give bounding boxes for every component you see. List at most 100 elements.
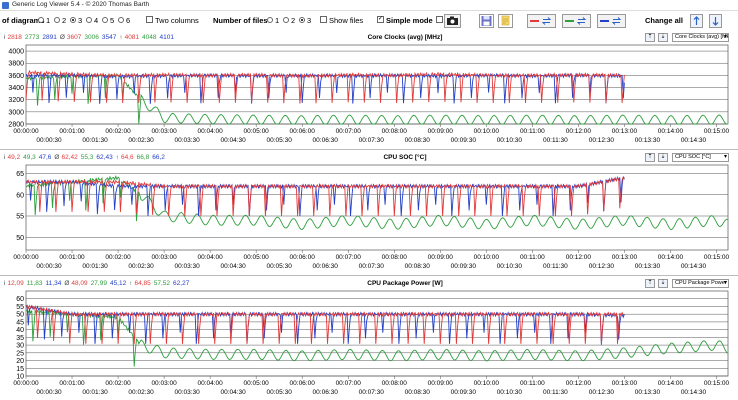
two-columns-label: Two columns [155,16,199,25]
x-tick-label: 00:09:00 [428,380,454,387]
y-tick-label: 30 [16,343,24,350]
x-tick-label: 00:08:30 [405,137,431,144]
x-tick-label: 00:08:30 [405,263,431,270]
x-tick-label: 00:07:00 [336,128,362,135]
series-line-0 [25,176,625,217]
stat-label: ↑ [115,154,119,161]
scroll-down-button[interactable]: ⇣ [658,33,668,42]
x-tick-label: 00:13:00 [612,254,638,261]
x-tick-label: 00:11:00 [520,128,545,135]
stat-value: 12,09 [7,280,24,287]
change-all-down-button[interactable] [709,14,722,28]
diagrams-radio-5[interactable] [102,17,108,23]
chart-panel-cpu-soc: 50 55 60 65 00:00:00 00:01:00 00:02:00 00:03:00… [0,151,738,274]
diagrams-option-label: 5 [110,16,115,25]
chart-title: Core Clocks (avg) [MHz] [367,34,443,41]
x-tick-label: 00:13:00 [612,380,638,387]
x-tick-label: 00:06:30 [313,389,339,396]
x-tick-label: 00:04:00 [197,128,223,135]
x-tick-label: 00:14:30 [681,389,707,396]
blue-file-swap-button[interactable] [597,14,626,28]
diagrams-option-label: 1 [46,16,51,25]
scroll-up-button[interactable]: ⇡ [645,279,655,288]
save-button[interactable] [479,14,494,28]
diagrams-radio-4[interactable] [86,17,92,23]
diagrams-radio-2[interactable] [54,17,60,23]
x-tick-label: 00:08:00 [382,128,408,135]
stat-value: 3006 [84,34,99,41]
y-tick-label: 45 [16,319,24,326]
files-radio-3[interactable] [299,17,305,23]
x-tick-label: 00:07:30 [359,137,385,144]
y-tick-label: 65 [16,171,24,178]
screenshot-checkbox[interactable] [436,16,443,23]
x-tick-label: 00:03:00 [151,380,177,387]
x-tick-label: 00:00:00 [13,380,39,387]
x-tick-label: 00:13:30 [635,263,661,270]
series-line-2 [25,176,625,217]
scroll-down-button[interactable]: ⇣ [658,279,668,288]
scroll-up-button[interactable]: ⇡ [645,153,655,162]
diagrams-radio-1[interactable] [38,17,44,23]
x-tick-label: 00:05:30 [267,389,293,396]
x-tick-label: 00:15:00 [704,254,730,261]
stat-value: 57,52 [153,280,171,287]
files-option-label: 1 [275,16,280,25]
open-file-button[interactable] [498,14,513,28]
window-title: Generic Log Viewer 5.4 - © 2020 Thomas B… [12,1,150,8]
stat-value: 2818 [7,34,22,41]
stat-value: 2891 [42,34,57,41]
x-tick-label: 00:08:00 [382,254,408,261]
x-tick-label: 00:07:30 [359,389,385,396]
camera-button[interactable] [444,14,461,28]
chart-panel-cpu-package-power: 10 15 20 25 30 35 40 45 50 55 60 00:00:00 00:01:00 00… [0,277,738,400]
plot-area [25,290,729,377]
x-tick-label: 00:10:00 [474,380,500,387]
stat-value: 49,2 [7,154,21,161]
y-tick-label: 60 [16,296,24,303]
simple-mode-checkbox[interactable]: ✓ [377,16,384,23]
metric-select[interactable]: CPU SOC [°C] [672,153,729,162]
x-tick-label: 00:06:00 [290,128,316,135]
x-tick-label: 00:11:00 [520,380,545,387]
stat-label: Ø [64,280,70,287]
change-all-up-button[interactable] [690,14,703,28]
files-option-label: 2 [291,16,296,25]
diagrams-radio-3[interactable] [70,17,76,23]
x-tick-label: 00:09:00 [428,254,454,261]
show-files-label: Show files [329,16,364,25]
stat-label: i [4,280,6,287]
metric-select[interactable]: CPU Package Power [W] [672,279,729,288]
x-tick-label: 00:02:00 [105,128,131,135]
scroll-up-button[interactable]: ⇡ [645,33,655,42]
diagrams-option-label: 6 [126,16,131,25]
x-tick-label: 00:06:30 [313,137,339,144]
files-radio-2[interactable] [283,17,289,23]
y-tick-label: 3000 [8,109,24,116]
show-files-checkbox[interactable] [320,16,327,23]
y-tick-label: 20 [16,358,24,365]
chart-panel-core-clocks: 2800 3000 3200 3400 3600 3800 4000 00:00:00 00:0… [0,31,738,148]
x-tick-label: 00:04:30 [220,263,246,270]
stat-value: 11,83 [26,280,43,287]
files-radio-1[interactable] [267,17,273,23]
stat-value: 62,42 [61,154,78,161]
x-tick-label: 00:06:00 [290,380,316,387]
x-tick-label: 00:04:00 [197,380,223,387]
stat-value: 62,27 [173,280,190,287]
two-columns-checkbox[interactable] [146,16,153,23]
x-tick-label: 00:11:00 [520,254,545,261]
change-all-label: Change all [645,16,683,25]
metric-select[interactable]: Core Clocks (avg) [MHz] [672,33,729,42]
x-tick-label: 00:08:30 [405,389,431,396]
stat-value: 3607 [66,34,82,41]
red-file-swap-button[interactable] [527,14,556,28]
green-file-swap-button[interactable] [562,14,591,28]
scroll-down-button[interactable]: ⇣ [658,153,668,162]
x-tick-label: 00:00:30 [36,137,62,144]
y-tick-label: 25 [16,350,24,357]
x-tick-label: 00:02:00 [105,380,131,387]
diagrams-radio-6[interactable] [118,17,124,23]
stat-value: 2773 [24,34,40,41]
